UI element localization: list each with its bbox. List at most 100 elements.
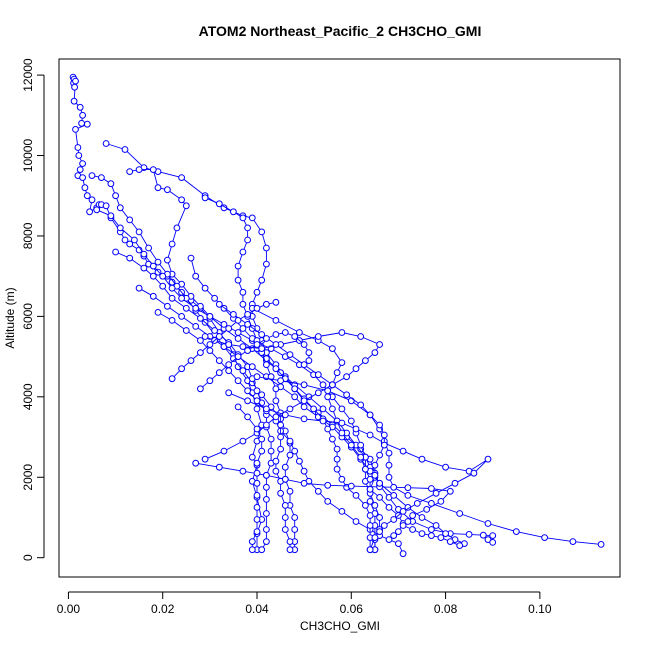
data-series: [168, 298, 280, 383]
data-point: [206, 341, 214, 348]
data-point: [135, 228, 143, 236]
data-point: [258, 331, 266, 338]
data-point: [263, 361, 270, 369]
data-point: [253, 528, 261, 535]
data-point: [253, 479, 261, 487]
data-point: [244, 321, 252, 328]
data-point: [253, 341, 261, 348]
data-point: [399, 447, 407, 455]
data-point: [253, 425, 261, 433]
data-point: [121, 236, 129, 244]
data-point: [291, 526, 299, 533]
data-point: [164, 186, 171, 194]
data-point: [286, 405, 294, 413]
data-point: [371, 502, 379, 509]
data-point: [121, 146, 129, 153]
data-point: [234, 262, 242, 270]
data-point: [380, 441, 388, 449]
data-point: [272, 365, 280, 373]
data-point: [112, 192, 119, 200]
x-axis-label: CH3CHO_GMI: [300, 619, 380, 633]
data-point: [149, 272, 157, 280]
data-point: [423, 506, 431, 513]
data-series: [88, 172, 299, 554]
data-point: [399, 522, 407, 529]
data-point: [244, 311, 252, 318]
x-tick-label: 0.08: [434, 602, 458, 616]
data-point: [126, 168, 134, 176]
data-point: [357, 441, 365, 449]
data-point: [404, 484, 412, 492]
data-point: [70, 97, 78, 105]
data-point: [267, 373, 275, 381]
data-point: [225, 389, 233, 397]
data-point: [366, 546, 374, 554]
data-point: [116, 224, 124, 232]
data-point: [390, 492, 398, 499]
data-point: [418, 455, 426, 463]
data-point: [371, 471, 379, 479]
y-tick-label: 2000: [21, 464, 35, 491]
data-point: [272, 341, 280, 348]
data-point: [385, 473, 393, 481]
data-point: [272, 397, 280, 405]
data-point: [192, 272, 200, 280]
data-point: [380, 522, 388, 529]
data-point: [376, 494, 384, 501]
data-point: [140, 250, 148, 258]
y-tick-label: 12000: [21, 58, 35, 92]
data-point: [71, 83, 78, 91]
data-point: [300, 361, 308, 369]
data-point: [244, 224, 252, 232]
data-point: [215, 369, 223, 377]
data-point: [333, 445, 341, 453]
y-tick-label: 4000: [21, 383, 35, 410]
data-point: [314, 389, 322, 397]
data-point: [277, 377, 285, 385]
data-point: [159, 282, 167, 290]
data-point: [338, 419, 346, 427]
data-point: [338, 475, 346, 483]
data-point: [253, 288, 261, 296]
y-tick-label: 8000: [21, 222, 35, 249]
data-series: [201, 194, 294, 554]
data-point: [267, 447, 275, 455]
data-point: [182, 202, 190, 210]
data-point: [376, 341, 384, 348]
x-tick-label: 0.00: [57, 602, 81, 616]
data-point: [286, 437, 294, 445]
data-point: [385, 461, 393, 469]
data-point: [164, 302, 171, 310]
data-point: [395, 540, 402, 547]
data-point: [286, 451, 294, 459]
data-point: [272, 317, 280, 324]
data-point: [465, 531, 473, 538]
data-point: [149, 166, 157, 174]
data-point: [253, 516, 261, 523]
data-point: [380, 431, 388, 439]
data-point: [88, 196, 96, 204]
data-point: [239, 367, 247, 375]
data-point: [418, 514, 426, 521]
data-point: [234, 335, 242, 342]
data-point: [215, 200, 223, 208]
data-point: [267, 435, 275, 443]
data-point: [512, 528, 520, 535]
data-point: [225, 361, 233, 369]
data-point: [300, 341, 308, 348]
data-point: [366, 512, 374, 519]
data-point: [173, 224, 181, 232]
data-point: [489, 532, 497, 539]
data-point: [154, 184, 162, 192]
data-point: [149, 292, 157, 300]
data-point: [263, 471, 270, 479]
data-point: [263, 526, 270, 533]
data-point: [376, 421, 384, 429]
data-point: [253, 469, 261, 477]
data-point: [81, 184, 89, 192]
data-point: [277, 489, 285, 497]
data-series: [248, 304, 407, 539]
data-point: [72, 125, 79, 133]
data-point: [333, 465, 341, 473]
data-point: [248, 363, 256, 371]
